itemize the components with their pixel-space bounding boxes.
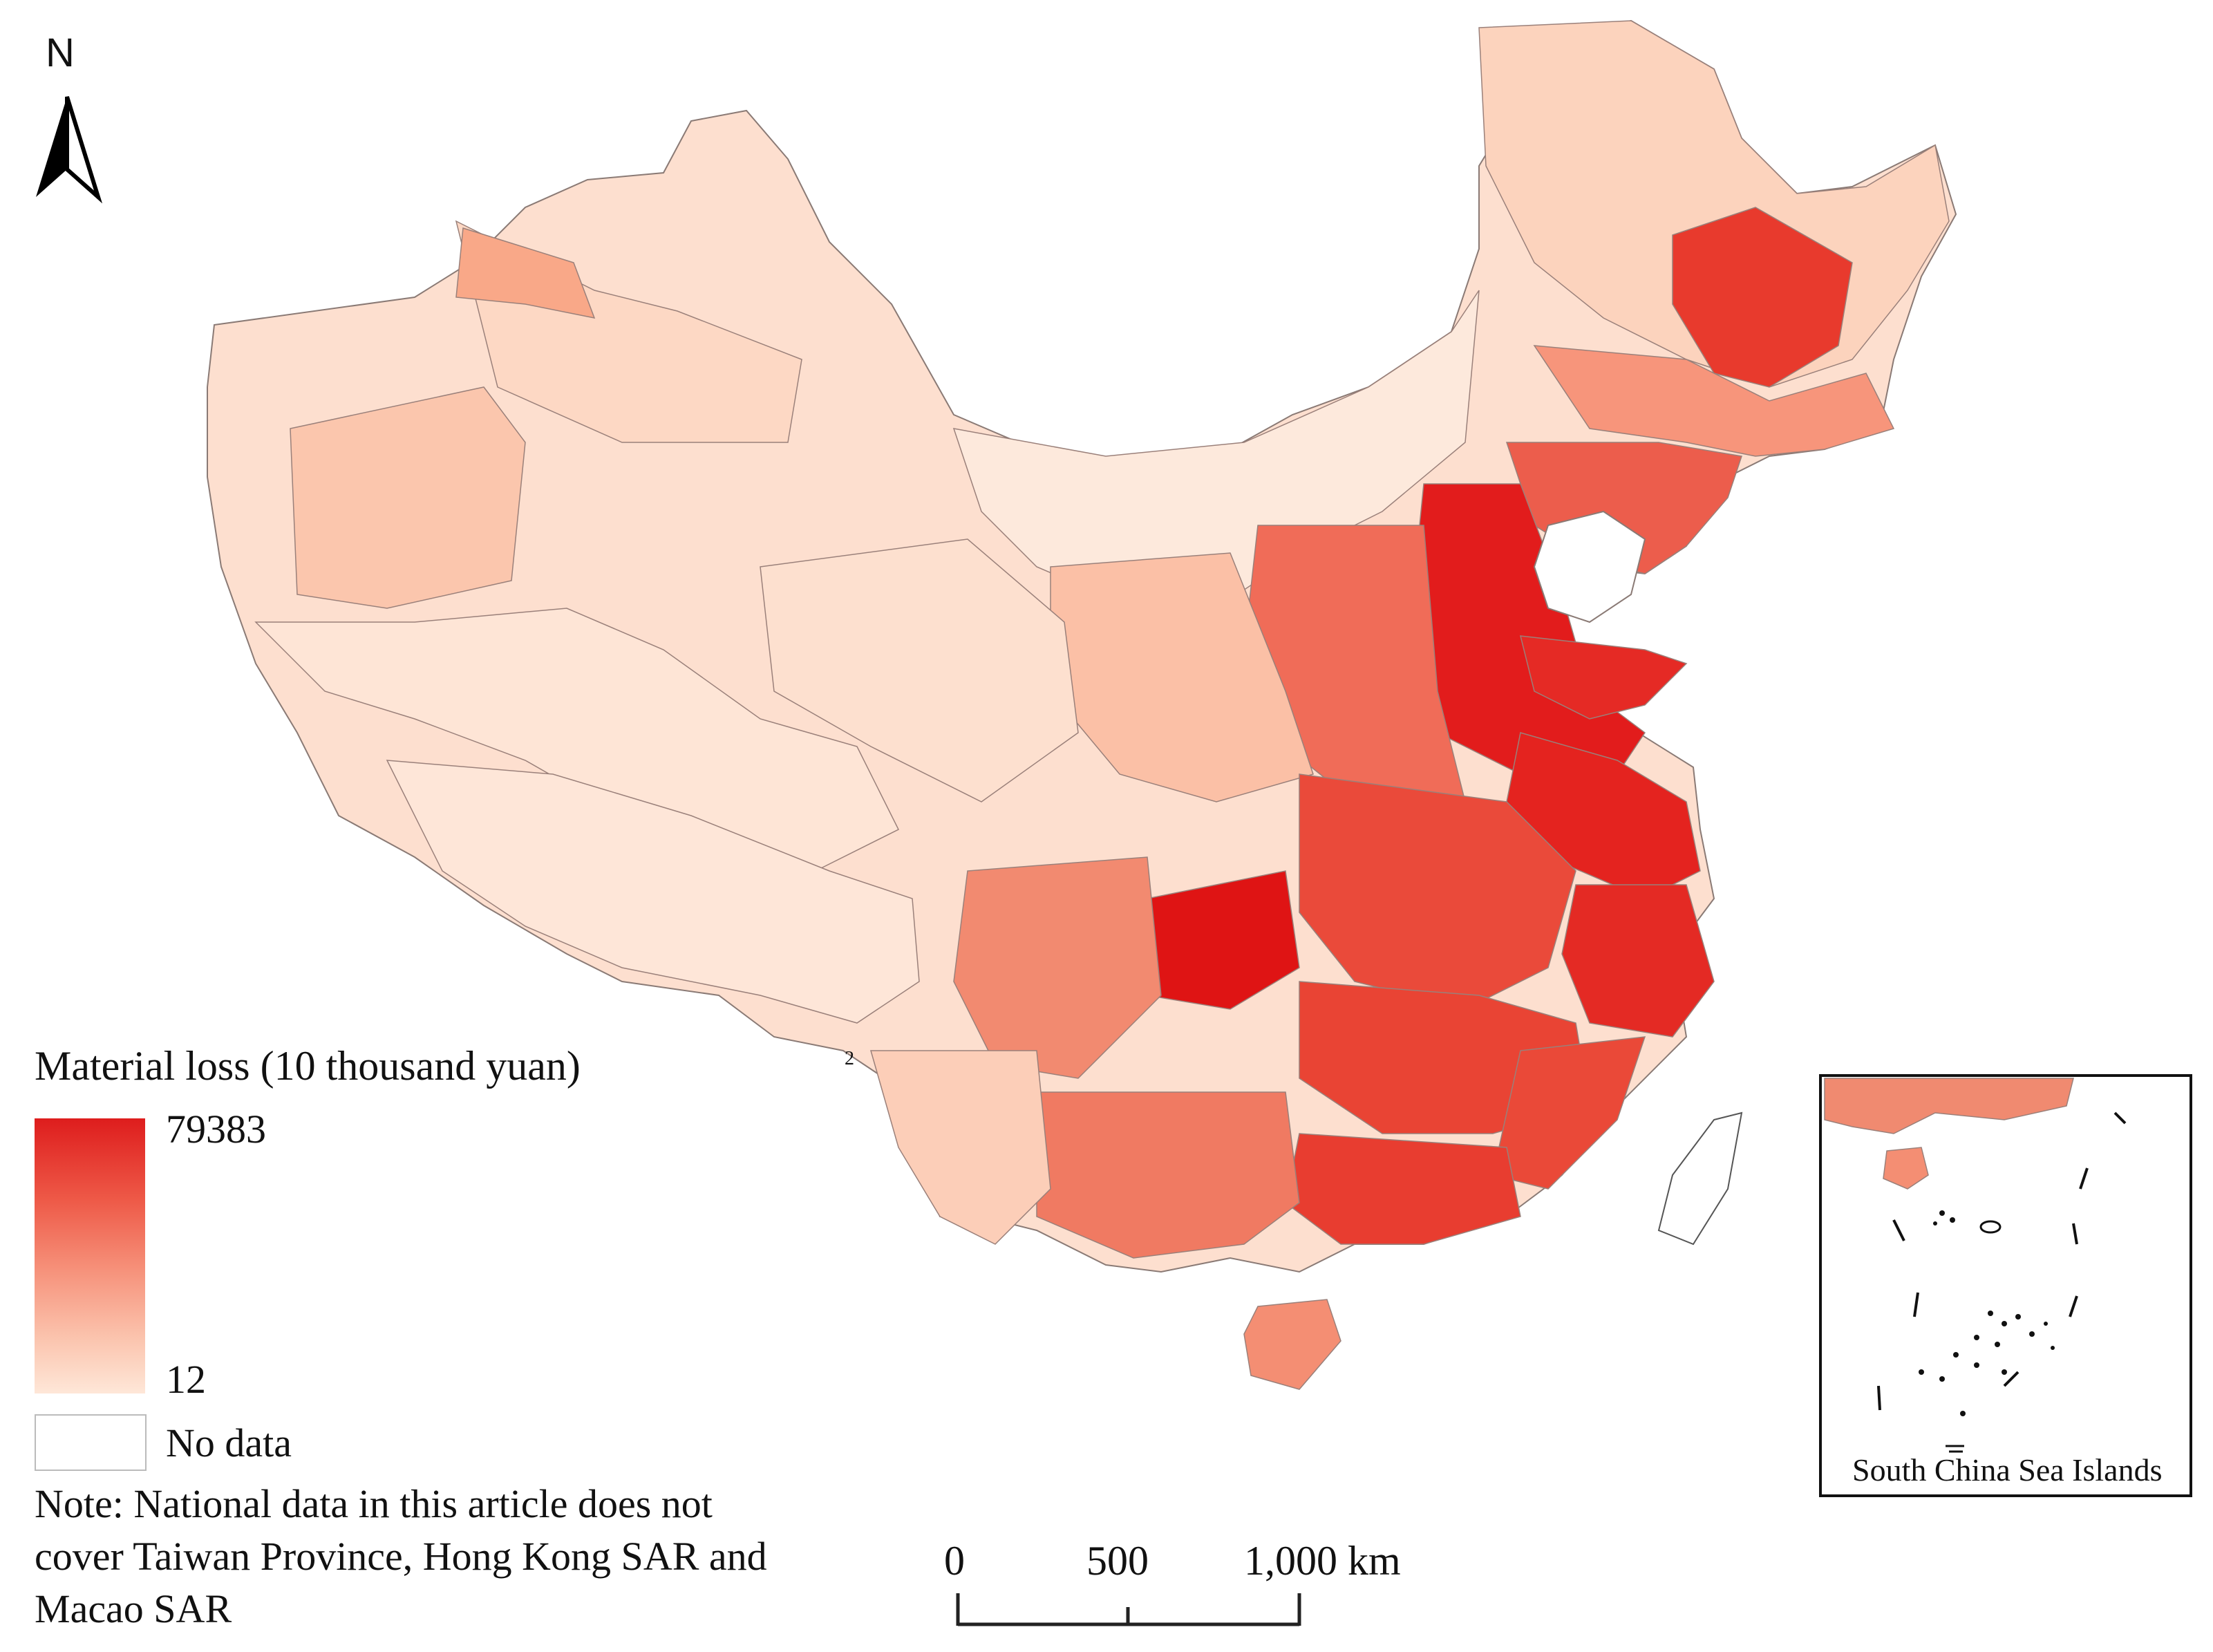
region-hainan <box>1243 1299 1341 1390</box>
region-central <box>1299 773 1576 1010</box>
map-note: Note: National data in this article does… <box>35 1481 767 1631</box>
region-qinghai <box>760 538 1079 802</box>
region-tibet <box>386 760 920 1024</box>
scale-bar <box>956 1593 1301 1626</box>
inset-label-mark <box>1946 1445 1964 1453</box>
region-guangdong <box>1285 1133 1521 1245</box>
legend-color-ramp <box>35 1118 145 1393</box>
legend-no-data-label: No data <box>166 1420 292 1465</box>
region-zhejiang <box>1561 884 1715 1038</box>
inset-south-coast <box>1824 1078 2074 1134</box>
north-arrow-letter: N <box>46 30 75 75</box>
inset-label: South China Sea Islands <box>1852 1452 2163 1487</box>
stray-map-label: 2 <box>845 1048 854 1069</box>
nine-dash-line <box>1877 1111 2127 1411</box>
legend-no-data-swatch <box>35 1414 147 1471</box>
region-shandong <box>1520 635 1688 720</box>
region-jilin <box>1533 345 1895 457</box>
legend-min-label: 12 <box>166 1357 206 1402</box>
scale-label-1000: 1,000 km <box>1244 1538 1401 1584</box>
legend-max-label: 79383 <box>166 1107 266 1152</box>
bohai-sea <box>1533 510 1646 623</box>
region-sichuan <box>953 856 1162 1079</box>
taiwan-outline <box>1657 1111 1743 1246</box>
scale-label-500: 500 <box>1086 1538 1149 1584</box>
inset-map <box>1819 1074 2192 1497</box>
region-xinjiang-west <box>290 386 526 609</box>
region-yunnan <box>870 1050 1051 1245</box>
legend-title: Material loss (10 thousand yuan) <box>35 1043 581 1089</box>
region-yili <box>455 227 596 319</box>
scale-label-0: 0 <box>944 1538 965 1584</box>
inset-hainan <box>1883 1147 1929 1190</box>
region-guangxi <box>1036 1091 1300 1259</box>
region-xinjiang-south <box>254 608 900 872</box>
north-arrow-icon <box>36 96 103 204</box>
region-heilongjiang-east <box>1672 207 1853 388</box>
island-dots <box>1919 1210 2055 1416</box>
